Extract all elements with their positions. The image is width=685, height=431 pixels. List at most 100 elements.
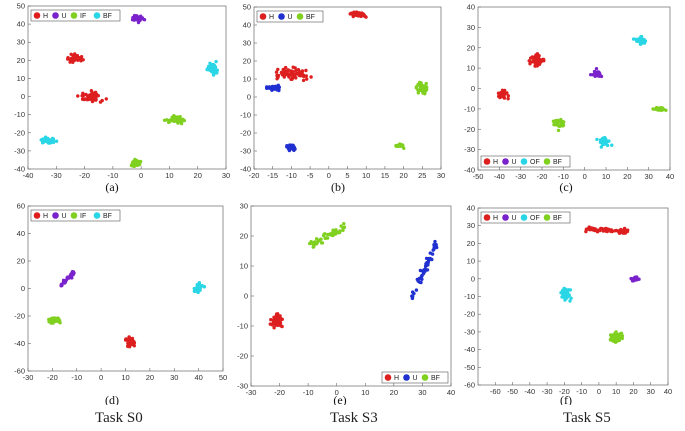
data-point	[63, 280, 67, 284]
legend-marker	[70, 212, 78, 219]
y-tick-label: -10	[237, 322, 248, 331]
data-point	[285, 69, 290, 73]
data-point	[98, 100, 103, 104]
data-point	[76, 94, 80, 98]
data-point	[272, 326, 276, 330]
legend-marker	[502, 214, 509, 221]
x-tick-label: 25	[418, 171, 426, 180]
x-tick-label: 30	[418, 388, 426, 397]
data-point	[137, 18, 142, 23]
y-tick-label: -20	[237, 352, 248, 361]
data-point	[175, 115, 180, 119]
data-point	[602, 227, 607, 231]
data-point	[213, 67, 218, 72]
data-point	[55, 317, 59, 321]
data-point	[632, 278, 636, 283]
data-point	[276, 67, 280, 72]
data-point	[334, 228, 338, 232]
data-point	[397, 142, 402, 147]
legend-marker	[296, 13, 304, 20]
legend-label: U	[62, 213, 67, 220]
data-point	[314, 241, 319, 245]
y-tick-label: 20	[467, 239, 475, 248]
legend-label: BF	[553, 215, 562, 222]
plot-area	[27, 205, 224, 372]
legend-marker	[93, 12, 101, 19]
data-point	[499, 91, 503, 96]
legend-marker	[483, 158, 491, 165]
data-point	[623, 231, 627, 235]
panel-label: (c)	[559, 180, 572, 194]
x-tick-label: 0	[335, 388, 339, 397]
data-point	[535, 58, 540, 62]
data-point	[354, 10, 359, 14]
x-tick-label: 40	[666, 172, 674, 181]
y-tick-label: 60	[17, 202, 25, 211]
legend-marker	[70, 12, 78, 19]
x-tick-label: 10	[602, 172, 610, 181]
data-point	[631, 37, 636, 41]
data-point	[503, 91, 507, 96]
panel-label: (d)	[105, 393, 119, 405]
y-tick-label: 40	[243, 21, 251, 30]
x-tick-label: -40	[524, 387, 535, 396]
chart-panel: -20 -15 -10 -5 0 5 10 15 20 25 30 -40 -30 -20 -10 0 10 20…	[240, 3, 445, 195]
y-tick-label: -20	[14, 312, 25, 321]
data-point	[297, 73, 301, 77]
data-point	[637, 39, 641, 43]
data-point	[282, 67, 286, 72]
data-point	[269, 86, 274, 90]
y-tick-label: 20	[467, 43, 475, 52]
legend-label: IF	[80, 13, 86, 20]
data-point	[279, 324, 283, 328]
data-point	[536, 55, 541, 60]
data-point	[620, 334, 625, 338]
data-point	[168, 119, 172, 123]
data-point	[620, 231, 625, 235]
data-point	[617, 229, 621, 233]
data-point	[639, 35, 643, 39]
legend-label: U	[288, 14, 293, 21]
legend-marker	[52, 212, 59, 219]
x-tick-label: 20	[399, 171, 407, 180]
y-tick-label: -10	[464, 292, 475, 301]
x-tick-label: -10	[286, 171, 297, 180]
legend-box	[381, 371, 449, 384]
data-point	[104, 97, 109, 101]
data-point	[134, 161, 139, 165]
data-point	[431, 248, 435, 252]
data-point	[529, 56, 533, 60]
data-point	[641, 38, 645, 43]
data-point	[89, 97, 94, 102]
y-tick-label: 40	[17, 20, 25, 29]
data-point	[528, 62, 532, 66]
data-point	[178, 115, 182, 119]
data-point	[69, 52, 73, 56]
data-point	[178, 120, 182, 124]
y-tick-label: -40	[14, 165, 25, 174]
data-point	[208, 61, 212, 65]
x-tick-label: 5	[345, 171, 349, 180]
legend-label: BF	[553, 159, 562, 166]
data-point	[275, 73, 279, 78]
data-point	[433, 239, 437, 244]
data-point	[44, 139, 49, 143]
data-point	[43, 136, 47, 141]
data-point	[430, 252, 435, 256]
x-tick-label: -20	[47, 373, 58, 382]
data-point	[419, 280, 423, 285]
data-point	[94, 98, 98, 102]
x-tick-label: 0	[139, 171, 143, 180]
legend-label: BF	[103, 213, 112, 220]
legend-label: H	[493, 215, 498, 222]
y-tick-label: -40	[464, 166, 475, 175]
data-point	[595, 72, 599, 77]
y-tick-label: -20	[14, 128, 25, 137]
data-point	[49, 317, 53, 321]
data-point	[418, 276, 423, 280]
data-point	[207, 64, 211, 69]
y-tick-label: -20	[464, 310, 475, 319]
data-point	[352, 12, 357, 17]
data-point	[331, 230, 335, 234]
data-point	[294, 69, 298, 73]
